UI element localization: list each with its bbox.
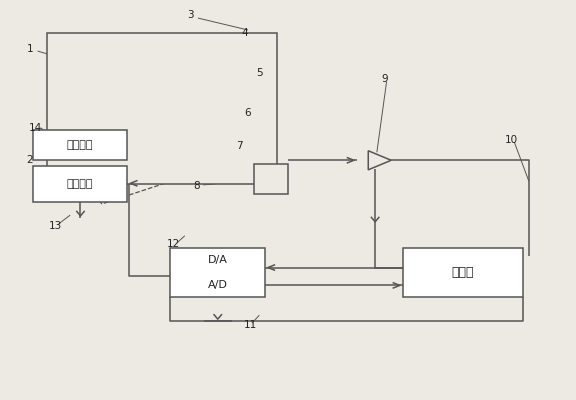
Text: 12: 12 — [166, 239, 180, 249]
Bar — [170, 248, 265, 297]
Text: A/D: A/D — [208, 280, 228, 290]
Text: 10: 10 — [505, 136, 518, 146]
Text: 正弦机构: 正弦机构 — [67, 140, 93, 150]
Text: 11: 11 — [244, 320, 257, 330]
Text: 8: 8 — [193, 181, 200, 191]
Text: 步进电机: 步进电机 — [67, 179, 93, 189]
Text: 5: 5 — [256, 68, 263, 78]
Text: 3: 3 — [187, 10, 194, 20]
Bar — [33, 130, 127, 160]
Text: 6: 6 — [245, 108, 251, 118]
Polygon shape — [368, 151, 391, 170]
Text: D/A: D/A — [208, 255, 228, 265]
Text: 计算机: 计算机 — [452, 266, 474, 279]
Bar — [253, 164, 288, 194]
Text: 4: 4 — [242, 28, 248, 38]
Text: 2: 2 — [26, 155, 33, 165]
Text: 1: 1 — [26, 44, 33, 54]
Text: 7: 7 — [236, 141, 242, 151]
Bar — [47, 33, 276, 184]
Text: 14: 14 — [29, 124, 43, 134]
Bar — [33, 166, 127, 202]
Bar — [403, 248, 523, 297]
Text: 9: 9 — [381, 74, 388, 84]
Text: 13: 13 — [49, 221, 62, 231]
